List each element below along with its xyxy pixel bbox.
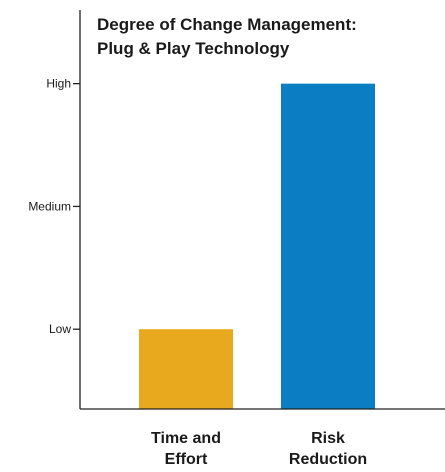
y-tick-label-high: High <box>46 77 71 91</box>
x-category-label-1-line-2: Effort <box>165 451 208 468</box>
y-tick-label-medium: Medium <box>28 199 71 213</box>
chart-title: Degree of Change Management: Plug & Play … <box>97 15 357 58</box>
chart-title-line-2: Plug & Play Technology <box>97 39 290 58</box>
x-category-label-1-line-1: Time and <box>151 430 221 447</box>
x-category-label-2-line-2: Reduction <box>289 451 367 468</box>
bars <box>139 83 375 410</box>
y-axis-ticks: Low Medium High <box>28 77 80 336</box>
bar-2 <box>281 83 375 410</box>
chart-title-line-1: Degree of Change Management: <box>97 15 357 34</box>
x-axis-labels: Time and Effort Risk Reduction <box>151 430 367 468</box>
bar-1 <box>139 329 233 409</box>
x-category-label-2-line-1: Risk <box>311 430 345 447</box>
y-tick-label-low: Low <box>49 322 71 336</box>
